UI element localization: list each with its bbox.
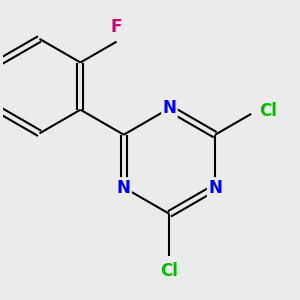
Text: F: F [111, 18, 122, 36]
Text: Cl: Cl [260, 102, 278, 120]
Text: N: N [163, 99, 176, 117]
Text: N: N [208, 178, 222, 196]
Text: N: N [117, 178, 131, 196]
Text: Cl: Cl [160, 262, 178, 280]
